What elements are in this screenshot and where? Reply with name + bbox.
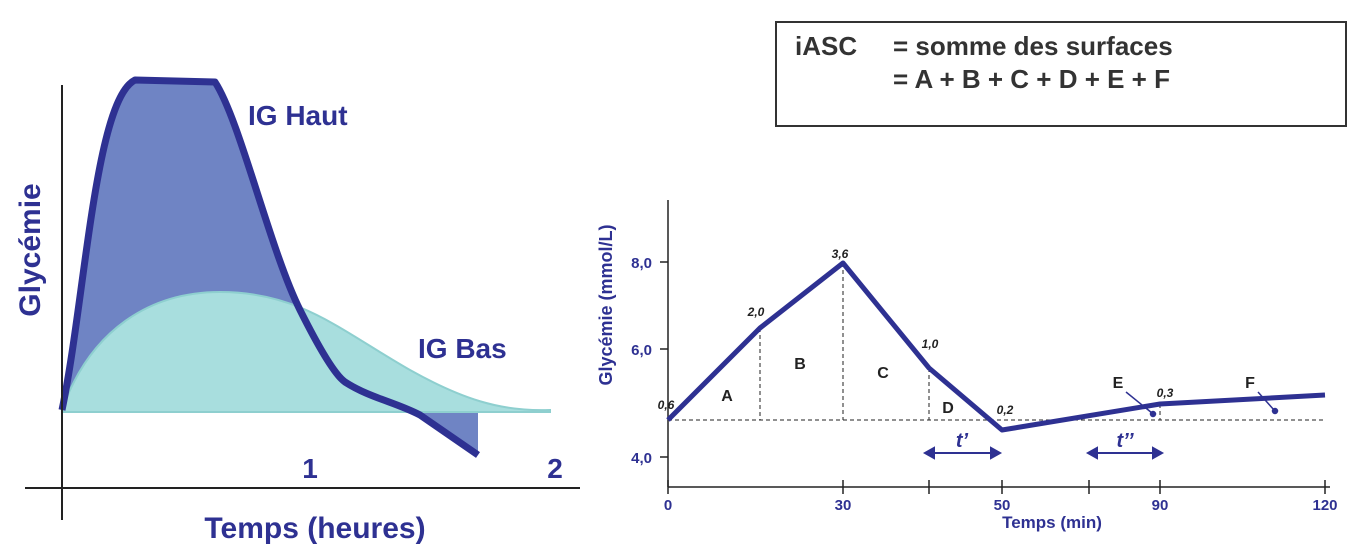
interval-arrows bbox=[922, 446, 1165, 460]
point-label: 1,0 bbox=[922, 337, 939, 351]
x-tick-label: 1 bbox=[302, 453, 318, 484]
low-gi-area bbox=[61, 290, 551, 413]
x-tick-label: 120 bbox=[1312, 497, 1337, 514]
high-gi-curve bbox=[58, 76, 480, 458]
formula-term: iASC bbox=[795, 31, 857, 61]
point-label: 0,3 bbox=[1157, 386, 1174, 400]
area-label: D bbox=[942, 400, 954, 417]
curve-label: IG Bas bbox=[418, 333, 507, 364]
area-label: C bbox=[877, 365, 889, 382]
point-label: 0,2 bbox=[997, 403, 1014, 417]
x-tick-label: 0 bbox=[664, 497, 672, 514]
interval-label: t’’ bbox=[1116, 430, 1133, 452]
point-label: 3,6 bbox=[832, 247, 849, 261]
area-label: F bbox=[1245, 375, 1255, 392]
x-tick-label: 50 bbox=[994, 497, 1011, 514]
x-axis-label: Temps (heures) bbox=[204, 512, 425, 545]
area-label: E bbox=[1113, 375, 1124, 392]
glucose-curve bbox=[666, 260, 1326, 433]
y-tick-label: 4,0 bbox=[631, 450, 652, 467]
area-label: B bbox=[794, 356, 806, 373]
dashed-guides bbox=[668, 263, 1325, 421]
formula-line: = A + B + C + D + E + F bbox=[893, 64, 1170, 94]
y-tick-label: 8,0 bbox=[631, 255, 652, 272]
x-tick-label: 90 bbox=[1152, 497, 1169, 514]
x-tick-label: 2 bbox=[547, 453, 563, 484]
ticks bbox=[660, 261, 1326, 494]
point-label: 0,6 bbox=[658, 398, 675, 412]
formula-line: = somme des surfaces bbox=[893, 31, 1173, 61]
interval-label: t’ bbox=[956, 430, 969, 452]
y-tick-label: 6,0 bbox=[631, 342, 652, 359]
pointers bbox=[1125, 391, 1279, 418]
x-tick-label: 30 bbox=[835, 497, 852, 514]
formula-box bbox=[775, 21, 1347, 127]
y-axis-label: Glycémie bbox=[14, 183, 47, 316]
curve-label: IG Haut bbox=[248, 100, 348, 131]
area-label: A bbox=[721, 388, 733, 405]
point-label: 2,0 bbox=[747, 305, 765, 319]
y-axis-label: Glycémie (mmol/L) bbox=[596, 224, 616, 385]
x-axis-label: Temps (min) bbox=[1002, 513, 1102, 532]
